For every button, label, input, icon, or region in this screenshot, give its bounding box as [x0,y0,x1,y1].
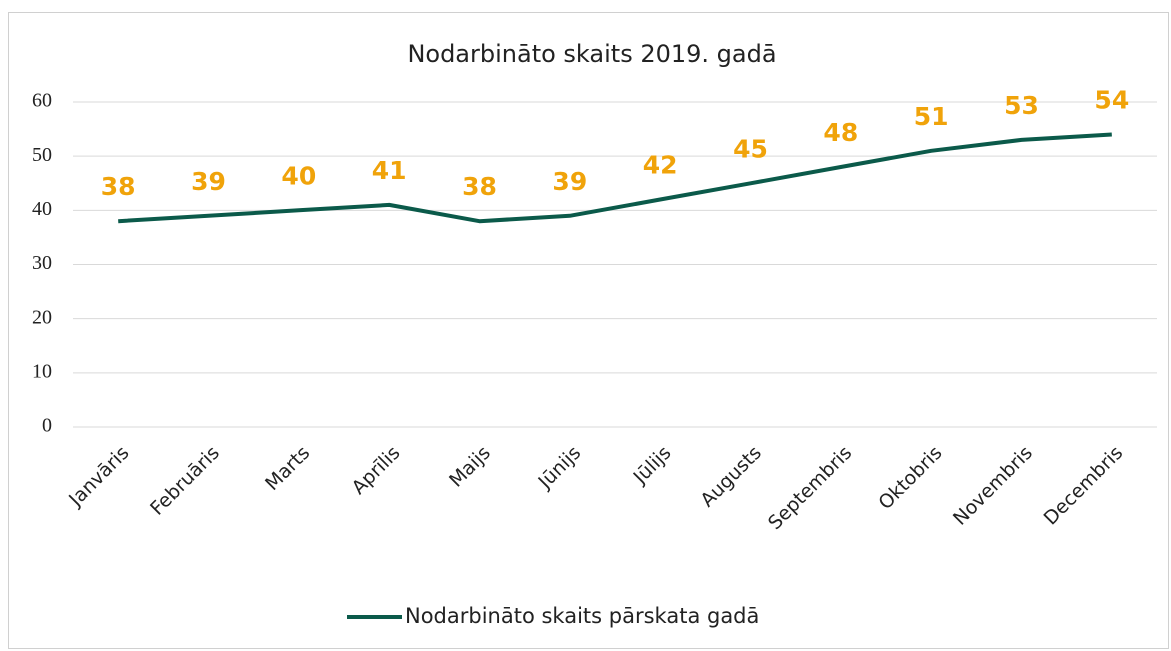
legend-label: Nodarbināto skaits pārskata gadā [405,604,759,628]
y-tick-label: 60 [32,90,52,112]
y-tick-label: 0 [42,415,52,437]
y-tick-label: 10 [32,360,52,382]
data-label: 40 [281,161,316,190]
data-label: 45 [733,134,768,163]
data-label: 54 [1094,86,1129,115]
y-tick-label: 30 [32,252,52,274]
data-label: 39 [552,167,587,196]
data-label: 41 [372,156,407,185]
y-tick-label: 20 [32,306,52,328]
y-tick-label: 40 [32,198,52,220]
data-label: 38 [462,172,497,201]
data-label: 53 [1004,91,1039,120]
chart-title: Nodarbināto skaits 2019. gadā [407,40,776,68]
line-series [118,132,1112,224]
chart-border [8,12,1169,649]
data-label: 48 [823,118,858,147]
y-tick-label: 50 [32,144,52,166]
data-label: 42 [643,151,678,180]
data-label: 51 [914,102,949,131]
data-label: 39 [191,167,226,196]
data-label: 38 [101,172,136,201]
